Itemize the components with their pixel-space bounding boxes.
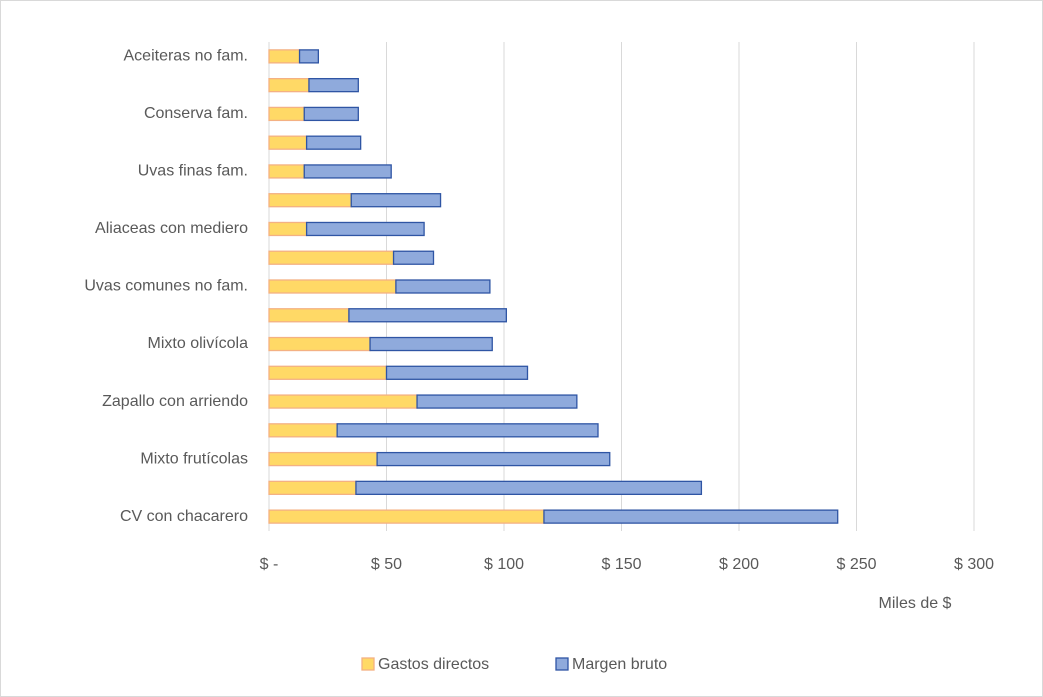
bar-segment — [376, 451, 611, 467]
bar-segment — [268, 451, 378, 467]
bar-segment — [268, 365, 388, 380]
y-tick-label: Zapallo con arriendo — [102, 393, 248, 410]
y-tick-label: Aliaceas con mediero — [95, 220, 248, 237]
x-tick-label: $ 250 — [836, 556, 876, 573]
y-tick-label: Mixto frutícolas — [140, 450, 248, 467]
legend-label: Gastos directos — [378, 656, 489, 673]
bar-segment — [268, 193, 352, 208]
bar-segment — [268, 423, 338, 438]
x-tick-label: $ 50 — [371, 556, 402, 573]
bar-segment — [392, 250, 435, 265]
bar-segment — [348, 308, 507, 323]
bar-segment — [268, 308, 350, 323]
bar-segment — [305, 221, 425, 237]
x-tick-label: $ - — [260, 556, 279, 573]
bar-segment — [350, 193, 442, 208]
y-tick-label: Uvas comunes no fam. — [84, 278, 248, 295]
bar-segment — [395, 279, 491, 294]
bar-segment — [268, 77, 310, 93]
y-tick-label: Aceiteras no fam. — [124, 48, 249, 65]
bar-segment — [543, 509, 839, 524]
bar-segment — [336, 423, 599, 438]
bar-segment — [268, 509, 545, 524]
bar-segment — [303, 164, 392, 179]
bar-segment — [268, 336, 371, 352]
bar-segment — [298, 49, 319, 64]
bar-segment — [268, 135, 308, 150]
y-tick-label: CV con chacarero — [120, 508, 248, 525]
legend-swatch — [361, 657, 375, 671]
bar-segment — [355, 480, 703, 496]
bar-segment — [303, 106, 359, 122]
bar-segment — [268, 49, 301, 64]
bar-segment — [268, 250, 395, 265]
y-tick-label: Conserva fam. — [144, 105, 248, 122]
y-tick-label: Mixto olivícola — [148, 335, 249, 352]
bar-segment — [385, 365, 529, 380]
bar-segment — [268, 394, 418, 409]
bar-segment — [268, 106, 305, 122]
bar-segment — [369, 336, 493, 352]
legend-label: Margen bruto — [572, 656, 667, 673]
x-tick-label: $ 100 — [484, 556, 524, 573]
x-axis-label: Miles de $ — [879, 595, 952, 612]
y-tick-label: Uvas finas fam. — [138, 163, 248, 180]
x-tick-label: $ 200 — [719, 556, 759, 573]
x-tick-label: $ 300 — [954, 556, 994, 573]
bar-segment — [268, 164, 305, 179]
bar-segment — [416, 394, 578, 409]
x-tick-label: $ 150 — [601, 556, 641, 573]
bar-segment — [268, 279, 397, 294]
bar-segment — [268, 221, 308, 237]
legend-swatch — [555, 657, 569, 671]
bar-segment — [308, 77, 359, 93]
bar-segment — [305, 135, 362, 150]
bar-segment — [268, 480, 357, 496]
